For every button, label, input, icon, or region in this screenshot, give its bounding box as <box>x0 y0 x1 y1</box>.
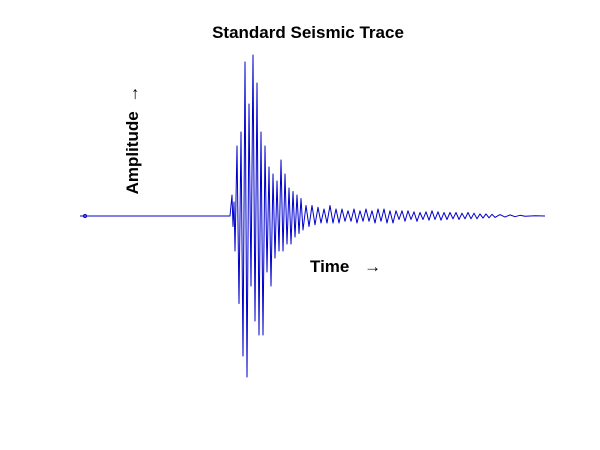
series-line-trace <box>80 54 546 378</box>
x-axis-label-text: Time <box>310 257 349 276</box>
x-axis-label: Time → <box>310 257 381 276</box>
chart-title: Standard Seismic Trace <box>212 23 404 42</box>
y-axis-label-text: Amplitude <box>123 111 142 194</box>
y-axis-label-group: Amplitude → <box>123 86 142 195</box>
y-axis-label: Amplitude → <box>123 86 142 195</box>
trace-start-point <box>83 214 87 218</box>
y-axis-arrow-icon: → <box>123 86 142 103</box>
x-axis-arrow-icon: → <box>364 257 381 276</box>
